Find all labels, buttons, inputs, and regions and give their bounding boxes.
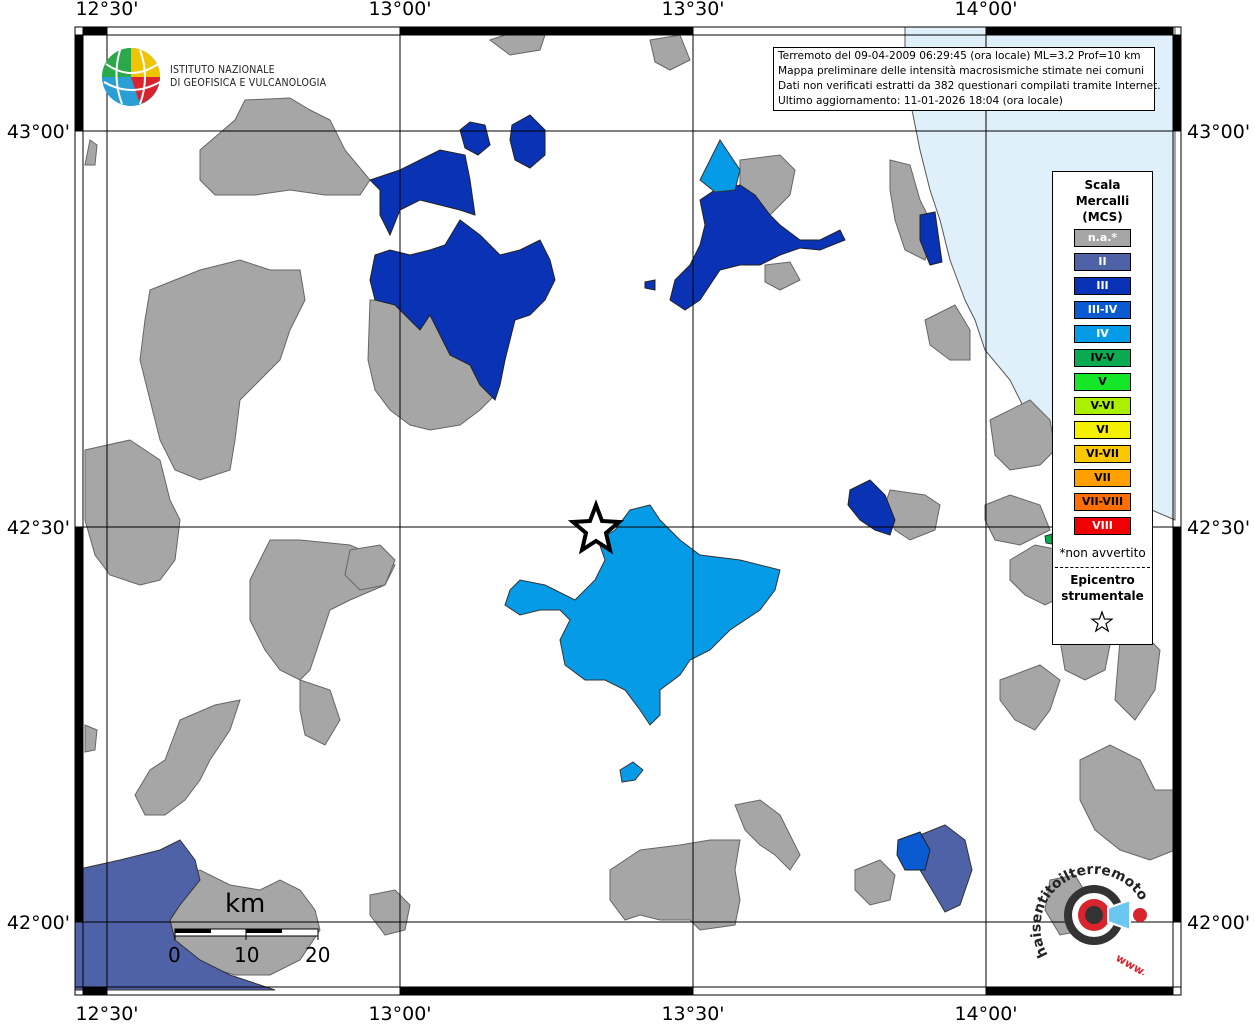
event-info-box: Terremoto del 09-04-2009 06:29:45 (ora l… — [773, 47, 1161, 111]
municipality-iv-v — [1044, 533, 1053, 545]
legend-title-line-3: (MCS) — [1082, 210, 1123, 224]
lat-tick-right-3: 42°00' — [1187, 912, 1250, 934]
epicenter-star-icon — [567, 499, 625, 555]
municipalities-iv — [504, 139, 781, 783]
legend-epicenter-line-1: Epicentro — [1070, 573, 1135, 587]
legend-epicenter-label: Epicentro strumentale — [1053, 572, 1152, 604]
lat-tick-left-3: 42°00' — [7, 912, 70, 934]
legend-item: IV-V — [1074, 349, 1131, 367]
municipalities-ii — [74, 824, 973, 991]
legend-title-line-2: Mercalli — [1075, 194, 1130, 208]
lon-tick-bottom-4: 14°00' — [954, 1003, 1017, 1024]
scalebar-label-0: 0 — [168, 943, 181, 967]
ingv-line-2: DI GEOFISICA E VULCANOLOGIA — [170, 77, 327, 89]
map-frame — [74, 26, 1182, 996]
legend-note: *non avvertito — [1059, 546, 1146, 560]
lon-tick-top-2: 13°00' — [368, 0, 431, 20]
lon-tick-bottom-1: 12°30' — [75, 1003, 138, 1024]
municipalities-na — [84, 29, 1176, 976]
legend-title-line-1: Scala — [1084, 178, 1121, 192]
legend-item: VI-VII — [1074, 445, 1131, 463]
legend-item: IV — [1074, 325, 1131, 343]
watermark-www: www. — [1114, 951, 1150, 975]
legend-item: VII — [1074, 469, 1131, 487]
legend-item: n.a.* — [1074, 229, 1131, 247]
intensity-legend: Scala Mercalli (MCS) n.a.* II III III-IV IV I… — [1052, 171, 1153, 645]
lon-tick-top-1: 12°30' — [75, 0, 138, 20]
municipalities-iii — [369, 114, 943, 536]
legend-item: VI — [1074, 421, 1131, 439]
lon-tick-bottom-3: 13°30' — [661, 1003, 724, 1024]
ingv-line-1: ISTITUTO NAZIONALE — [170, 64, 275, 76]
lat-tick-right-2: 42°30' — [1187, 517, 1250, 539]
scalebar-unit: km — [225, 889, 266, 919]
lon-tick-bottom-2: 13°00' — [368, 1003, 431, 1024]
haisentito-target-icon: haisentitoilterremoto.it www. — [1027, 848, 1151, 980]
legend-epicenter-line-2: strumentale — [1061, 589, 1144, 603]
lon-tick-top-3: 13°30' — [661, 0, 724, 20]
legend-item: III — [1074, 277, 1131, 295]
municipalities-iii-iv — [896, 831, 931, 871]
legend-item: III-IV — [1074, 301, 1131, 319]
scale-bar — [174, 928, 319, 940]
legend-star-icon — [1090, 610, 1114, 633]
scalebar-label-20: 20 — [305, 943, 331, 967]
legend-title: Scala Mercalli (MCS) — [1053, 177, 1152, 225]
legend-item: V — [1074, 373, 1131, 391]
legend-item: II — [1074, 253, 1131, 271]
info-line-1: Terremoto del 09-04-2009 06:29:45 (ora l… — [778, 50, 1141, 62]
lat-tick-right-1: 43°00' — [1187, 121, 1250, 143]
legend-item: VIII — [1074, 517, 1131, 535]
lat-tick-left-1: 43°00' — [7, 121, 70, 143]
ingv-globe-icon — [102, 48, 161, 106]
lon-tick-top-4: 14°00' — [954, 0, 1017, 20]
info-line-4: Ultimo aggiornamento: 11-01-2026 18:04 (… — [778, 95, 1063, 107]
info-line-3: Dati non verificati estratti da 382 ques… — [778, 80, 1161, 92]
scalebar-label-10: 10 — [234, 943, 260, 967]
legend-item: VII-VIII — [1074, 493, 1131, 511]
legend-divider — [1055, 567, 1150, 568]
graticule — [75, 27, 1181, 995]
legend-item: V-VI — [1074, 397, 1131, 415]
ingv-logo: ISTITUTO NAZIONALE DI GEOFISICA E VULCAN… — [100, 46, 330, 110]
lat-tick-left-2: 42°30' — [7, 517, 70, 539]
haisentito-logo: haisentitoilterremoto.it www. — [1027, 848, 1160, 980]
info-line-2: Mappa preliminare delle intensità macros… — [778, 65, 1145, 77]
